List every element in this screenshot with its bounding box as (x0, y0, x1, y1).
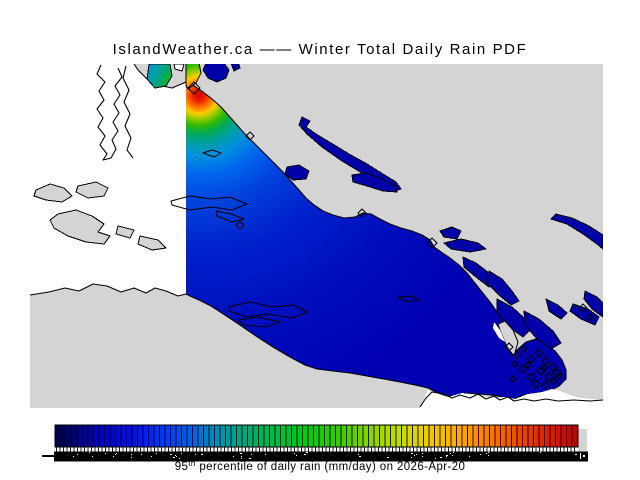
colorbar-axis-endmark (583, 455, 585, 457)
archipelago-islands (33, 181, 167, 251)
colorbar-shadow (578, 429, 587, 452)
colorbar-segment-lines (60, 425, 573, 447)
channel-water-shapes (202, 64, 603, 350)
lake-outlines (170, 149, 420, 328)
colorbar (42, 424, 588, 462)
colorbar-axis-speckles (73, 452, 577, 459)
colorbar-gradient-bar (54, 424, 579, 448)
south-shore-coastline (419, 391, 603, 408)
inlet-coastline-2 (122, 65, 134, 159)
colorbar-tick-comb (56, 447, 575, 452)
south-coastline (30, 283, 187, 297)
colorbar-label-rest: percentile of daily rain (mm/day) on 202… (195, 461, 466, 473)
north-tip-islands (146, 64, 202, 90)
colorbar-axis-strip (54, 451, 588, 462)
south-shore-region (420, 389, 603, 408)
saanich-inlet-white (493, 322, 505, 342)
ocean-region (30, 64, 186, 296)
colorbar-label-superscript: th (188, 459, 196, 468)
colorbar-axis-endtick (580, 453, 581, 459)
colorbar-axis-tail (42, 455, 55, 457)
colorbar-label: 95th percentile of daily rain (mm/day) o… (0, 459, 640, 473)
station-markers (187, 81, 594, 390)
plot-title: IslandWeather.ca —— Winter Total Daily R… (112, 41, 528, 58)
colorbar-label-value: 95 (174, 461, 189, 473)
tiny-white-island (173, 64, 185, 72)
inlet-coastline (96, 64, 123, 161)
map-area (30, 64, 603, 408)
island-region (186, 83, 566, 399)
